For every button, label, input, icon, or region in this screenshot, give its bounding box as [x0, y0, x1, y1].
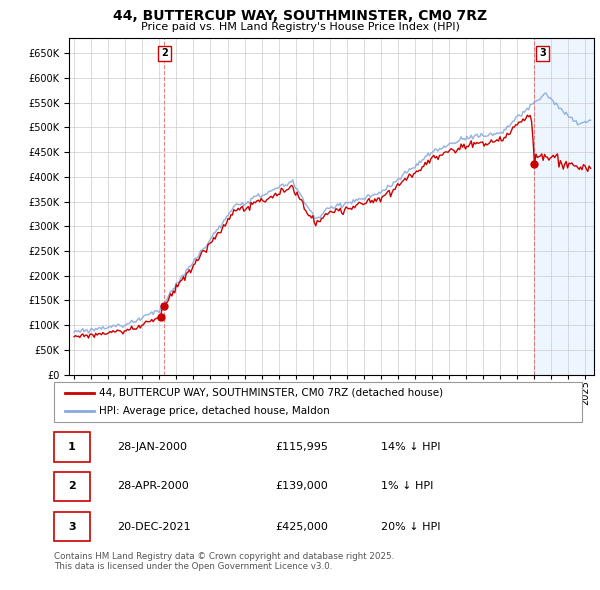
Text: £115,995: £115,995 — [276, 442, 329, 452]
Text: 28-JAN-2000: 28-JAN-2000 — [118, 442, 187, 452]
Bar — [534, 38, 594, 375]
Text: HPI: Average price, detached house, Maldon: HPI: Average price, detached house, Mald… — [99, 406, 329, 416]
Text: 14% ↓ HPI: 14% ↓ HPI — [382, 442, 441, 452]
Text: 20-DEC-2021: 20-DEC-2021 — [118, 522, 191, 532]
Text: Price paid vs. HM Land Registry's House Price Index (HPI): Price paid vs. HM Land Registry's House … — [140, 22, 460, 32]
Text: 44, BUTTERCUP WAY, SOUTHMINSTER, CM0 7RZ (detached house): 44, BUTTERCUP WAY, SOUTHMINSTER, CM0 7RZ… — [99, 388, 443, 398]
Text: 1: 1 — [68, 442, 76, 452]
Text: 2: 2 — [161, 48, 167, 58]
Text: £425,000: £425,000 — [276, 522, 329, 532]
Text: 3: 3 — [68, 522, 76, 532]
Text: Contains HM Land Registry data © Crown copyright and database right 2025.
This d: Contains HM Land Registry data © Crown c… — [54, 552, 394, 571]
Text: £139,000: £139,000 — [276, 481, 329, 491]
Text: 3: 3 — [539, 48, 546, 58]
Bar — [54, 432, 90, 461]
Text: 2: 2 — [68, 481, 76, 491]
Text: 28-APR-2000: 28-APR-2000 — [118, 481, 189, 491]
Text: 20% ↓ HPI: 20% ↓ HPI — [382, 522, 441, 532]
Text: 1% ↓ HPI: 1% ↓ HPI — [382, 481, 434, 491]
Bar — [54, 512, 90, 541]
Bar — [54, 472, 90, 501]
Text: 44, BUTTERCUP WAY, SOUTHMINSTER, CM0 7RZ: 44, BUTTERCUP WAY, SOUTHMINSTER, CM0 7RZ — [113, 9, 487, 23]
